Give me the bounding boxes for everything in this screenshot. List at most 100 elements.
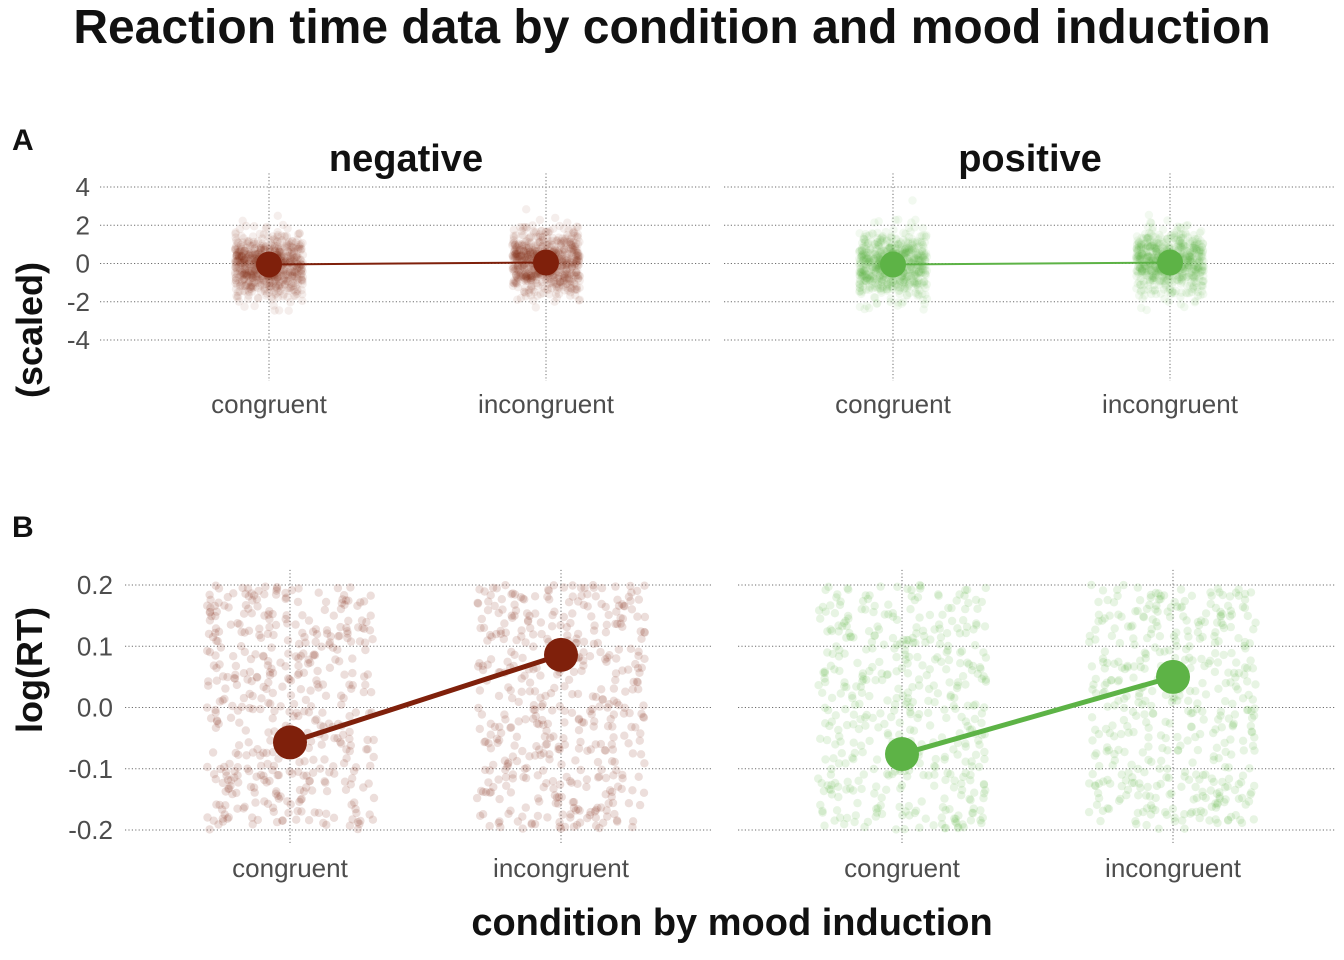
data-point <box>261 242 271 251</box>
data-point <box>538 700 547 709</box>
data-point <box>940 794 949 803</box>
data-point <box>232 680 242 690</box>
data-point <box>508 251 517 261</box>
data-point <box>226 776 236 785</box>
data-point <box>356 598 365 607</box>
data-point <box>916 256 925 265</box>
data-point <box>558 270 567 279</box>
data-point <box>896 284 905 293</box>
x-axis-title: condition by mood induction <box>471 902 992 944</box>
data-point <box>908 246 918 255</box>
data-point <box>898 278 908 287</box>
data-point <box>248 251 257 261</box>
data-point <box>821 755 830 764</box>
data-point <box>1248 695 1258 704</box>
data-point <box>950 776 959 785</box>
data-point <box>1144 263 1153 273</box>
data-point <box>1191 732 1200 742</box>
data-point <box>244 286 253 295</box>
data-point <box>506 686 515 695</box>
data-point <box>231 262 240 272</box>
data-point <box>593 773 603 782</box>
data-point <box>1150 272 1160 282</box>
data-point <box>520 287 529 296</box>
data-point <box>263 232 272 241</box>
data-point <box>318 680 328 689</box>
data-point <box>519 247 528 256</box>
data-point <box>288 271 297 280</box>
data-point <box>883 279 892 288</box>
data-point <box>1154 235 1163 244</box>
data-point <box>627 605 637 614</box>
data-point <box>930 781 939 790</box>
data-point <box>562 279 571 289</box>
data-point <box>573 230 583 239</box>
data-point <box>554 289 564 299</box>
data-point <box>238 258 247 267</box>
data-point <box>304 816 314 825</box>
data-point <box>912 269 922 278</box>
data-point <box>521 803 530 812</box>
data-point <box>240 647 249 657</box>
data-point <box>501 581 510 590</box>
data-point <box>901 244 910 254</box>
data-point <box>856 264 865 273</box>
data-point <box>866 272 875 281</box>
data-point <box>526 271 536 280</box>
data-point <box>1225 592 1235 601</box>
data-point <box>240 269 249 279</box>
data-point <box>567 261 576 270</box>
data-point <box>1182 281 1192 290</box>
data-point <box>232 264 241 273</box>
data-point <box>895 275 904 284</box>
data-point <box>634 647 643 656</box>
data-point <box>516 264 525 273</box>
data-point <box>855 246 865 255</box>
data-point <box>567 262 577 271</box>
data-point <box>827 693 837 703</box>
data-point <box>909 276 918 286</box>
data-point <box>511 245 520 255</box>
data-point <box>239 286 248 295</box>
data-point <box>575 252 585 261</box>
data-point <box>566 291 575 300</box>
data-point <box>917 256 927 265</box>
data-point <box>235 287 244 296</box>
data-point <box>922 294 932 304</box>
chart-title: Reaction time data by condition and mood… <box>73 1 1270 54</box>
data-point <box>1088 769 1097 779</box>
data-point <box>1182 254 1191 263</box>
data-point <box>290 244 299 253</box>
data-point <box>1191 268 1201 277</box>
data-point <box>1237 778 1246 787</box>
data-point <box>910 279 919 288</box>
data-point <box>245 287 254 297</box>
data-point <box>875 270 885 279</box>
data-point <box>921 283 930 292</box>
data-point <box>241 265 250 274</box>
data-point <box>1193 628 1203 637</box>
data-point <box>544 228 553 237</box>
data-point <box>529 642 538 651</box>
data-point <box>1087 662 1097 671</box>
data-point <box>1249 815 1259 824</box>
data-point <box>282 267 291 276</box>
data-point <box>560 238 569 247</box>
data-point <box>910 269 920 278</box>
data-point <box>1195 247 1204 257</box>
data-point <box>245 251 255 260</box>
data-point <box>1132 232 1142 241</box>
data-point <box>281 259 291 268</box>
data-point <box>900 284 909 293</box>
data-point <box>547 622 557 631</box>
data-point <box>1133 279 1142 288</box>
data-point <box>609 684 619 693</box>
data-point <box>910 277 919 286</box>
data-point <box>587 612 596 621</box>
data-point <box>524 288 534 297</box>
data-point <box>567 262 577 271</box>
data-point <box>515 244 524 253</box>
data-point <box>543 240 552 249</box>
data-point <box>251 249 260 258</box>
data-point <box>524 243 534 253</box>
